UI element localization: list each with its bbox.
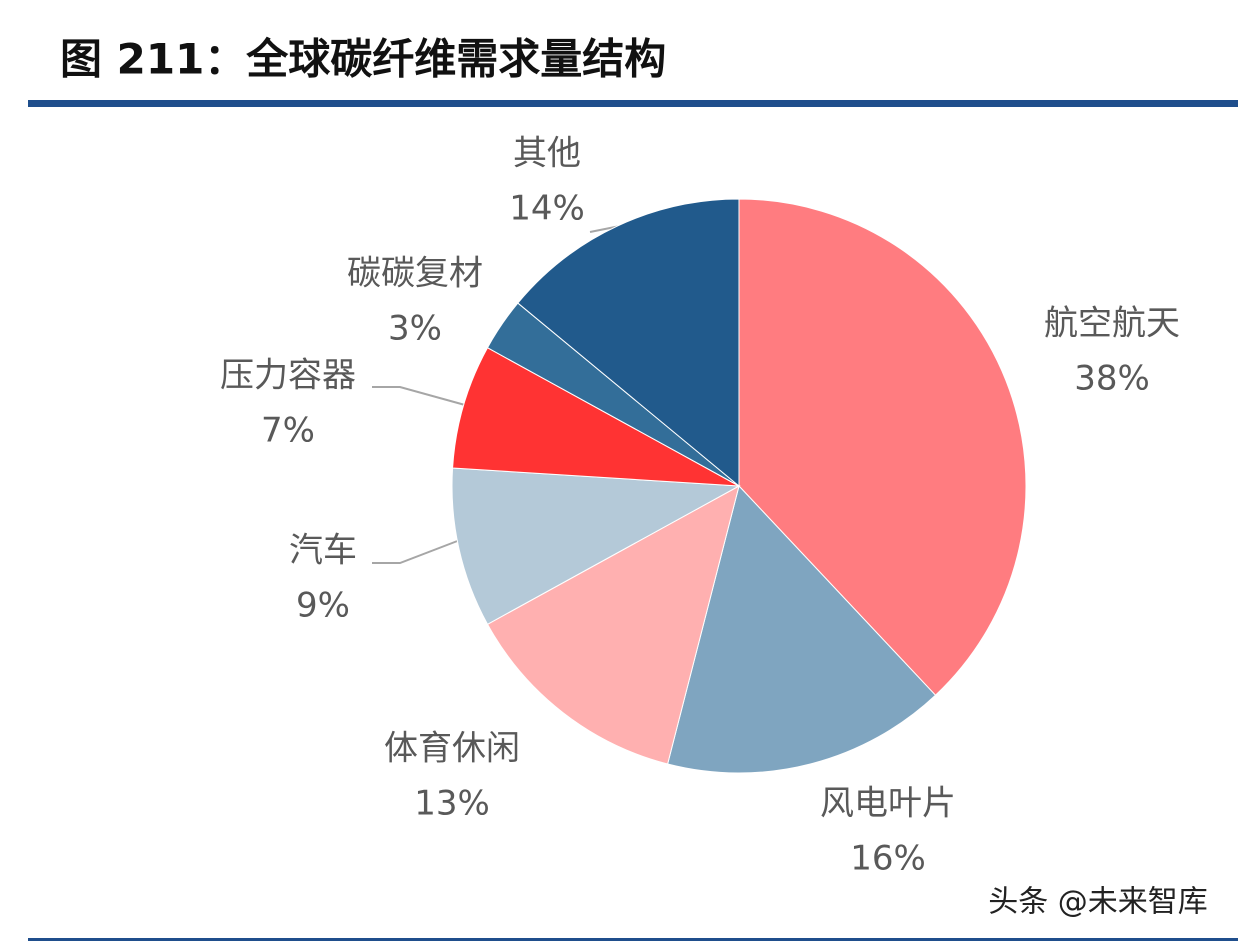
watermark: 头条 @未来智库 xyxy=(988,885,1208,920)
slice-label: 碳碳复材 xyxy=(347,254,483,294)
slice-value-label: 14% xyxy=(509,189,585,229)
pie-slice xyxy=(667,484,937,774)
slice-value-label: 7% xyxy=(261,411,315,451)
title-rule xyxy=(28,100,1238,107)
pie-slice xyxy=(452,347,740,487)
slice-label: 其他 xyxy=(513,134,581,174)
chart-title: 图 211：全球碳纤维需求量结构 xyxy=(60,35,666,84)
slice-label: 汽车 xyxy=(289,531,357,571)
slice-label: 航空航天 xyxy=(1044,304,1180,344)
leader-line xyxy=(372,386,466,406)
pie-slice xyxy=(738,198,1027,696)
slice-value-label: 38% xyxy=(1074,359,1150,399)
slice-label: 风电叶片 xyxy=(820,784,956,824)
bottom-rule xyxy=(28,938,1238,941)
slice-label: 体育休闲 xyxy=(384,729,520,769)
slice-value-label: 3% xyxy=(388,309,442,349)
pie-slice xyxy=(486,485,740,765)
slice-value-label: 16% xyxy=(850,839,926,879)
slice-label: 压力容器 xyxy=(220,356,356,396)
pie-slice xyxy=(451,467,741,625)
pie-slice xyxy=(517,198,740,488)
leader-line xyxy=(372,539,461,564)
slice-value-label: 9% xyxy=(296,586,350,626)
slice-value-label: 13% xyxy=(414,784,490,824)
